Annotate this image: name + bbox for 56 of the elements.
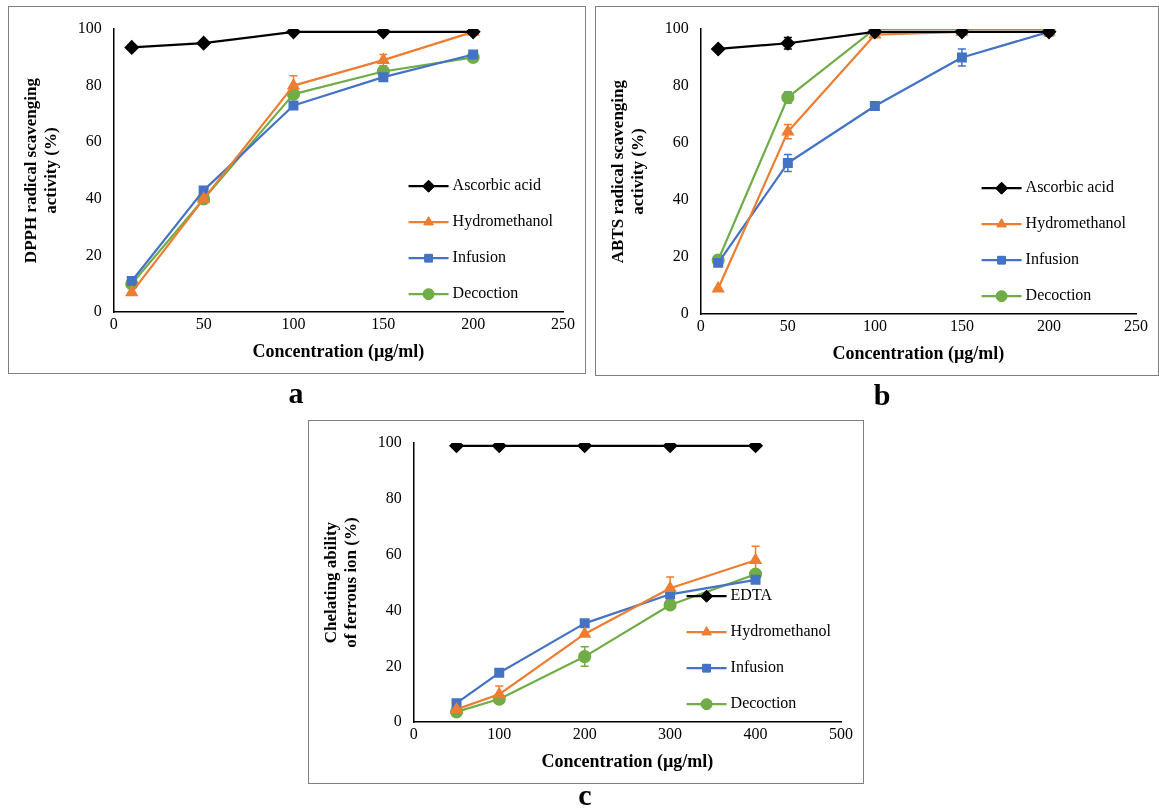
- y-tick-label: 60: [85, 132, 102, 150]
- x-tick-label: 100: [862, 317, 887, 334]
- legend-label: Hydromethanol: [730, 622, 832, 641]
- x-tick-label: 100: [281, 315, 306, 332]
- x-tick-label: 0: [696, 317, 705, 334]
- legend-label: Hydromethanol: [452, 212, 554, 231]
- x-axis-title: Concentration (µg/ml): [541, 750, 714, 772]
- x-tick-label: 100: [487, 725, 512, 742]
- y-tick-label: 100: [377, 433, 402, 451]
- y-tick-label: 20: [85, 245, 102, 263]
- y-tick-label: 100: [664, 19, 689, 37]
- x-tick-label: 50: [195, 315, 212, 332]
- y-tick-label: 20: [385, 656, 402, 674]
- y-axis-title: ABTS radical scavenging activity (%): [607, 79, 647, 264]
- text: c: [577, 778, 593, 812]
- legend-label: Infusion: [452, 248, 506, 266]
- text: b: [872, 378, 892, 412]
- y-tick-label: 0: [393, 712, 402, 730]
- y-tick-label: 80: [85, 75, 102, 93]
- x-tick-label: 300: [658, 725, 683, 742]
- x-tick-label: 150: [371, 315, 396, 332]
- x-tick-label: 50: [779, 317, 796, 334]
- y-tick-label: 80: [385, 489, 402, 507]
- x-tick-label: 250: [1124, 317, 1148, 334]
- x-tick-label: 500: [829, 725, 853, 742]
- x-tick-label: 200: [461, 315, 486, 332]
- x-tick-label: 200: [1036, 317, 1061, 334]
- y-tick-label: 60: [385, 544, 402, 562]
- legend-label: EDTA: [730, 586, 773, 604]
- x-tick-label: 250: [551, 315, 575, 332]
- x-tick-label: 0: [109, 315, 118, 332]
- y-tick-label: 40: [672, 190, 689, 208]
- y-tick-label: 80: [672, 76, 689, 94]
- legend-label: Decoction: [1025, 286, 1092, 304]
- x-axis-title: Concentration (µg/ml): [832, 342, 1005, 364]
- y-axis-title: DPPH radical scavenging activity (%): [20, 77, 60, 264]
- x-tick-label: 200: [572, 725, 597, 742]
- y-tick-label: 60: [672, 133, 689, 151]
- y-tick-label: 100: [77, 19, 102, 37]
- legend-label: Hydromethanol: [1025, 214, 1127, 233]
- legend-label: Decoction: [452, 284, 519, 302]
- y-axis-title: Chelating ability of ferrous ion (%): [320, 517, 360, 648]
- x-tick-label: 150: [949, 317, 974, 334]
- legend-label: Ascorbic acid: [1025, 178, 1114, 196]
- y-tick-label: 0: [93, 302, 102, 320]
- legend-label: Decoction: [730, 694, 797, 712]
- y-tick-label: 40: [385, 600, 402, 618]
- legend-label: Infusion: [1025, 250, 1079, 268]
- x-tick-label: 400: [743, 725, 768, 742]
- legend-label: Ascorbic acid: [452, 176, 541, 194]
- x-axis-title: Concentration (µg/ml): [252, 340, 425, 362]
- y-tick-label: 40: [85, 189, 102, 207]
- y-tick-label: 20: [672, 247, 689, 265]
- x-tick-label: 0: [409, 725, 418, 742]
- text: a: [287, 376, 305, 410]
- legend-label: Infusion: [730, 658, 784, 676]
